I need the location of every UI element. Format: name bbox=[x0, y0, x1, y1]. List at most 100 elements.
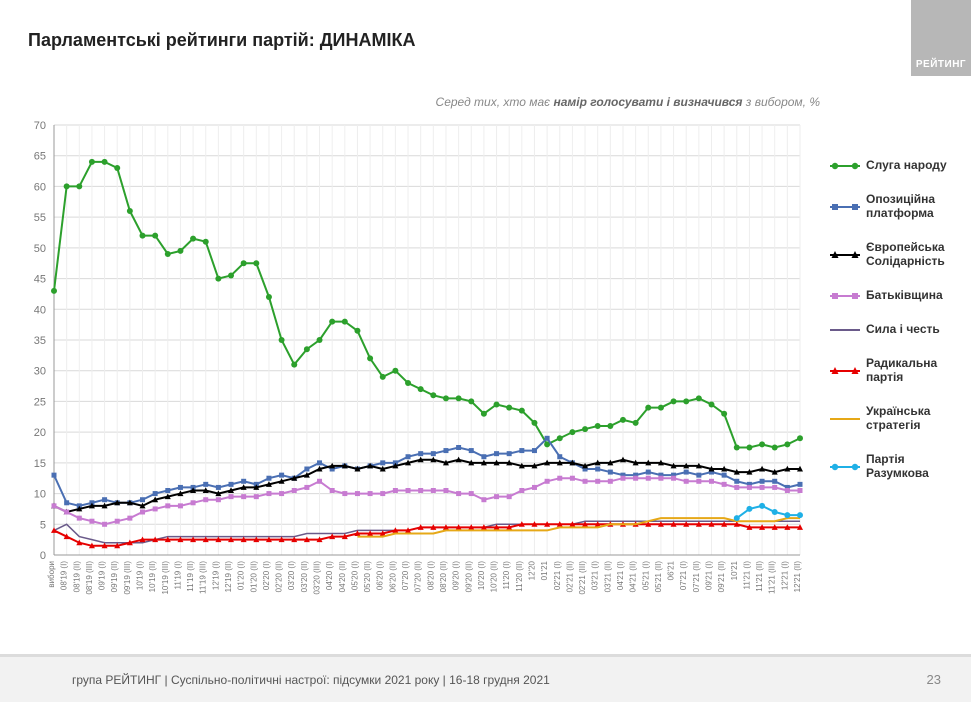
legend-item: Європейська Солідарність bbox=[830, 240, 970, 268]
svg-text:02'21 (I): 02'21 (I) bbox=[553, 561, 562, 590]
legend-item: Радикальна партія bbox=[830, 356, 970, 384]
svg-text:03'20 (III): 03'20 (III) bbox=[313, 561, 322, 595]
svg-text:70: 70 bbox=[34, 120, 46, 132]
svg-text:65: 65 bbox=[34, 151, 46, 163]
legend-swatch bbox=[830, 201, 860, 211]
chart-subtitle: Серед тих, хто має намір голосувати і ви… bbox=[0, 95, 820, 109]
chart-legend: Слуга народу Опозиційна платформа Європейс… bbox=[830, 158, 970, 500]
svg-text:09'19 (III): 09'19 (III) bbox=[123, 561, 132, 595]
brand-logo-text: РЕЙТИНГ bbox=[916, 59, 966, 70]
svg-text:10'20 (II): 10'20 (II) bbox=[490, 561, 499, 593]
legend-swatch bbox=[830, 365, 860, 375]
subtitle-em: намір голосувати і визначився bbox=[553, 95, 742, 109]
legend-item: Батьківщина bbox=[830, 288, 970, 302]
svg-text:03'20 (I): 03'20 (I) bbox=[287, 561, 296, 590]
svg-text:0: 0 bbox=[40, 550, 46, 562]
svg-text:12'20: 12'20 bbox=[527, 560, 536, 580]
legend-label: Сила і честь bbox=[866, 322, 940, 336]
chart-svg: 0510152025303540455055606570вибори08'19 … bbox=[20, 115, 820, 615]
svg-text:09'21 (I): 09'21 (I) bbox=[704, 561, 713, 590]
svg-text:35: 35 bbox=[34, 335, 46, 347]
legend-label: Європейська Солідарність bbox=[866, 240, 970, 268]
svg-text:50: 50 bbox=[34, 243, 46, 255]
brand-logo: РЕЙТИНГ bbox=[911, 0, 971, 76]
svg-text:03'21 (I): 03'21 (I) bbox=[591, 561, 600, 590]
svg-text:01'21: 01'21 bbox=[540, 560, 549, 580]
legend-label: Українська стратегія bbox=[866, 404, 970, 432]
legend-label: Радикальна партія bbox=[866, 356, 970, 384]
svg-text:20: 20 bbox=[34, 427, 46, 439]
svg-text:05'20 (I): 05'20 (I) bbox=[350, 561, 359, 590]
svg-text:09'21 (II): 09'21 (II) bbox=[717, 561, 726, 593]
svg-text:07'20 (II): 07'20 (II) bbox=[414, 561, 423, 593]
svg-text:11'20 (I): 11'20 (I) bbox=[502, 561, 511, 590]
svg-text:07'21 (I): 07'21 (I) bbox=[679, 561, 688, 590]
svg-text:07'21 (II): 07'21 (II) bbox=[692, 561, 701, 593]
legend-swatch bbox=[830, 249, 860, 259]
svg-text:60: 60 bbox=[34, 181, 46, 193]
svg-text:вибори: вибори bbox=[47, 561, 56, 588]
svg-text:11'21 (III): 11'21 (III) bbox=[768, 561, 777, 594]
svg-text:08'19 (II): 08'19 (II) bbox=[72, 561, 81, 593]
legend-swatch bbox=[830, 160, 860, 170]
svg-text:05'20 (II): 05'20 (II) bbox=[363, 561, 372, 593]
subtitle-suffix: з вибором, % bbox=[742, 95, 820, 109]
svg-text:04'20 (II): 04'20 (II) bbox=[338, 561, 347, 593]
svg-text:12'19 (I): 12'19 (I) bbox=[211, 561, 220, 590]
svg-text:08'19 (III): 08'19 (III) bbox=[85, 561, 94, 595]
legend-item: Партія Разумкова bbox=[830, 452, 970, 480]
legend-swatch bbox=[830, 461, 860, 471]
svg-text:09'19 (II): 09'19 (II) bbox=[110, 561, 119, 593]
svg-text:10'19 (I): 10'19 (I) bbox=[136, 561, 145, 590]
legend-label: Батьківщина bbox=[866, 288, 943, 302]
svg-text:08'20 (II): 08'20 (II) bbox=[439, 561, 448, 593]
svg-text:04'20 (I): 04'20 (I) bbox=[325, 561, 334, 590]
svg-text:03'21 (II): 03'21 (II) bbox=[603, 561, 612, 593]
svg-text:10: 10 bbox=[34, 489, 46, 501]
legend-label: Партія Разумкова bbox=[866, 452, 970, 480]
legend-item: Сила і честь bbox=[830, 322, 970, 336]
svg-text:15: 15 bbox=[34, 458, 46, 470]
svg-text:03'20 (II): 03'20 (II) bbox=[300, 561, 309, 593]
svg-text:02'20 (II): 02'20 (II) bbox=[275, 561, 284, 593]
svg-text:11'19 (III): 11'19 (III) bbox=[199, 561, 208, 594]
svg-text:06'21: 06'21 bbox=[667, 560, 676, 580]
svg-text:01'20 (II): 01'20 (II) bbox=[249, 561, 258, 593]
svg-text:25: 25 bbox=[34, 396, 46, 408]
svg-text:05'21 (I): 05'21 (I) bbox=[641, 561, 650, 590]
svg-text:09'19 (I): 09'19 (I) bbox=[98, 561, 107, 590]
legend-item: Опозиційна платформа bbox=[830, 192, 970, 220]
svg-text:11'20 (II): 11'20 (II) bbox=[515, 561, 524, 592]
svg-text:09'20 (I): 09'20 (I) bbox=[452, 561, 461, 590]
svg-text:06'20 (II): 06'20 (II) bbox=[388, 561, 397, 593]
legend-item: Українська стратегія bbox=[830, 404, 970, 432]
page-number: 23 bbox=[927, 672, 941, 687]
svg-text:55: 55 bbox=[34, 212, 46, 224]
legend-item: Слуга народу bbox=[830, 158, 970, 172]
svg-text:08'19 (I): 08'19 (I) bbox=[60, 561, 69, 590]
svg-text:12'21 (I): 12'21 (I) bbox=[780, 561, 789, 590]
svg-text:45: 45 bbox=[34, 274, 46, 286]
svg-text:10'20 (I): 10'20 (I) bbox=[477, 561, 486, 590]
svg-text:12'19 (II): 12'19 (II) bbox=[224, 561, 233, 593]
legend-label: Слуга народу bbox=[866, 158, 947, 172]
svg-text:01'20 (I): 01'20 (I) bbox=[237, 561, 246, 590]
svg-text:08'20 (I): 08'20 (I) bbox=[426, 561, 435, 590]
legend-swatch bbox=[830, 413, 860, 423]
svg-text:07'20 (I): 07'20 (I) bbox=[401, 561, 410, 590]
svg-text:09'20 (II): 09'20 (II) bbox=[464, 561, 473, 593]
svg-text:06'20 (I): 06'20 (I) bbox=[376, 561, 385, 590]
svg-text:04'21 (II): 04'21 (II) bbox=[629, 561, 638, 593]
svg-text:11'21 (II): 11'21 (II) bbox=[755, 561, 764, 592]
svg-text:05'21 (II): 05'21 (II) bbox=[654, 561, 663, 593]
svg-text:5: 5 bbox=[40, 519, 46, 531]
svg-text:02'21 (II): 02'21 (II) bbox=[565, 561, 574, 593]
page-title: Парламентські рейтинги партій: ДИНАМІКА bbox=[28, 30, 415, 51]
line-chart: 0510152025303540455055606570вибори08'19 … bbox=[20, 115, 820, 615]
svg-text:02'20 (I): 02'20 (I) bbox=[262, 561, 271, 590]
legend-swatch bbox=[830, 324, 860, 334]
footer-bar: група РЕЙТИНГ | Суспільно-політичні наст… bbox=[0, 654, 971, 702]
svg-text:12'21 (II): 12'21 (II) bbox=[793, 561, 802, 593]
footer-text: група РЕЙТИНГ | Суспільно-політичні наст… bbox=[72, 673, 550, 687]
svg-text:10'19 (II): 10'19 (II) bbox=[148, 561, 157, 593]
